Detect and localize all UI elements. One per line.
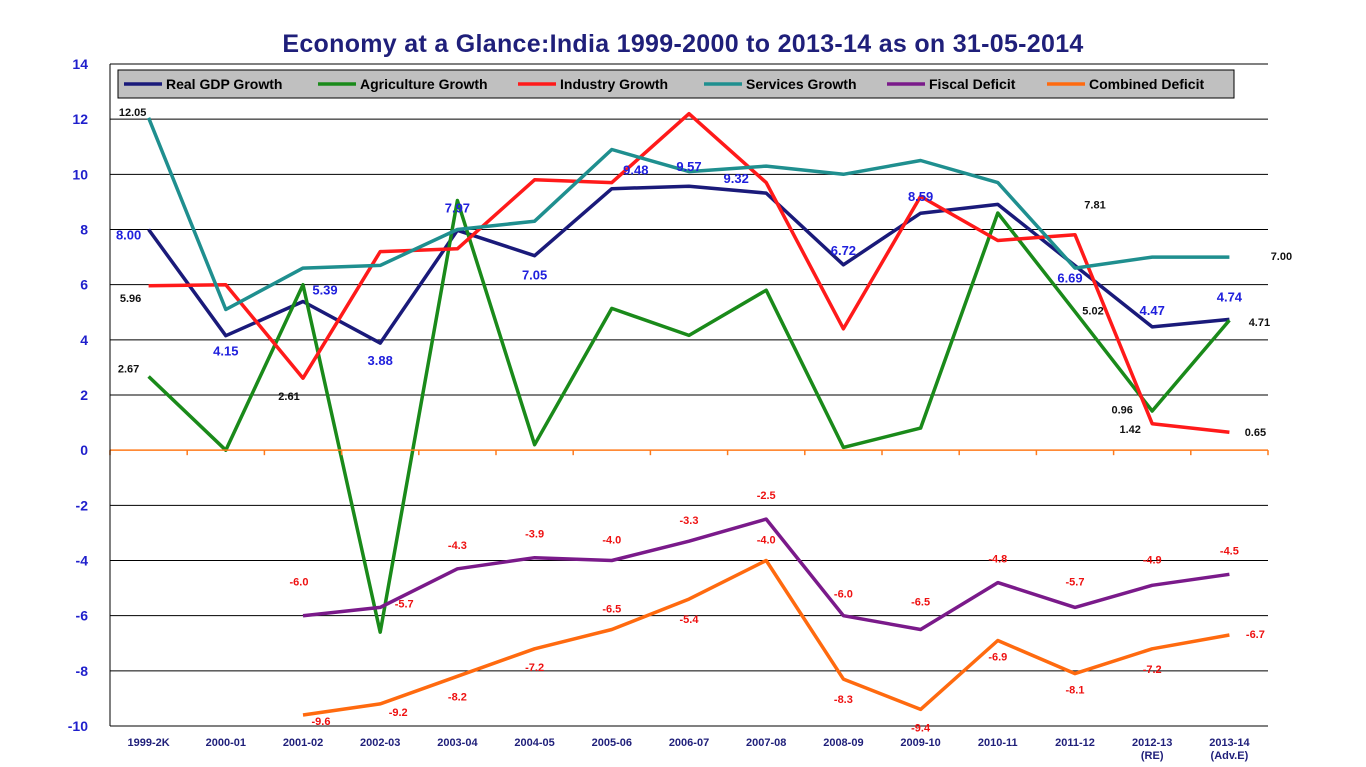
data-label-fiscal: -6.0 (290, 577, 309, 589)
data-label-combined: -8.1 (1066, 685, 1085, 697)
data-label-fiscal: -4.9 (1143, 554, 1162, 566)
data-label-ind: 7.81 (1084, 200, 1105, 212)
data-label-combined: -9.4 (911, 722, 931, 734)
data-label-combined: -8.2 (448, 691, 467, 703)
x-tick-label: 2010-11 (978, 737, 1018, 749)
legend-label-fiscal: Fiscal Deficit (929, 76, 1016, 92)
data-label-combined: -6.9 (988, 651, 1007, 663)
data-label-gdp: 7.97 (445, 200, 470, 215)
series-line-ind (148, 111, 1230, 434)
x-tick-label: 2005-06 (592, 737, 632, 749)
data-label-gdp: 6.69 (1057, 271, 1082, 286)
x-tick-label: 2008-09 (823, 737, 863, 749)
series-line-gdp (147, 184, 1230, 345)
legend-label-gdp: Real GDP Growth (166, 76, 282, 92)
data-label-gdp: 9.48 (623, 163, 648, 178)
series-line-agri (147, 198, 1231, 634)
data-label-fiscal: -4.0 (602, 535, 621, 547)
y-tick-label: 2 (80, 387, 88, 403)
data-label-combined: -7.2 (1143, 664, 1162, 676)
data-label-ind: 2.61 (278, 391, 299, 403)
x-tick-label: 2000-01 (206, 737, 246, 749)
y-tick-label: -10 (68, 718, 88, 734)
legend-label-serv: Services Growth (746, 76, 857, 92)
chart-title: Economy at a Glance:India 1999-2000 to 2… (282, 30, 1084, 58)
data-label-fiscal: -3.9 (525, 529, 544, 541)
x-tick-label: 2009-10 (900, 737, 940, 749)
x-tick-label: 2007-08 (746, 737, 786, 749)
y-tick-label: 6 (80, 277, 88, 293)
legend-label-ind: Industry Growth (560, 76, 668, 92)
data-label-fiscal: -4.8 (988, 554, 1007, 566)
data-label-combined: -4.0 (757, 535, 776, 547)
data-label-fiscal: -5.7 (1066, 576, 1085, 588)
y-tick-label: -2 (76, 497, 89, 513)
data-label-gdp: 4.74 (1217, 289, 1243, 304)
series-line-fiscal (302, 517, 1230, 632)
data-label-combined: -6.7 (1246, 629, 1265, 641)
y-tick-label: 8 (80, 222, 88, 238)
data-label-gdp: 8.00 (116, 228, 141, 243)
data-label-gdp: 4.47 (1140, 303, 1165, 318)
data-label-combined: -9.2 (389, 707, 408, 719)
x-tick-label: 2012-13 (RE) (1132, 737, 1172, 762)
data-label-serv: 7.00 (1271, 251, 1292, 263)
legend-label-combined: Combined Deficit (1089, 76, 1204, 92)
y-tick-label: 10 (72, 166, 88, 182)
data-label-gdp: 4.15 (213, 344, 238, 359)
y-tick-label: 4 (80, 332, 88, 348)
data-label-fiscal: -4.5 (1220, 545, 1239, 557)
x-tick-label: 2001-02 (283, 737, 323, 749)
data-label-agri: 2.67 (118, 364, 139, 376)
x-tick-label: 2002-03 (360, 737, 400, 749)
data-label-ind: 0.96 (1111, 405, 1132, 417)
x-tick-label: 2006-07 (669, 737, 709, 749)
data-label-agri: 5.02 (1082, 306, 1103, 318)
y-tick-label: 14 (72, 56, 88, 72)
data-label-serv: 12.05 (119, 107, 147, 119)
legend-label-agri: Agriculture Growth (360, 76, 488, 92)
data-label-combined: -8.3 (834, 694, 853, 706)
data-label-gdp: 9.57 (676, 159, 701, 174)
y-tick-label: -8 (76, 663, 89, 679)
y-tick-label: -6 (76, 608, 89, 624)
data-label-fiscal: -3.3 (680, 515, 699, 527)
data-label-gdp: 3.88 (368, 353, 393, 368)
data-label-combined: -9.6 (312, 716, 331, 728)
x-tick-label: 2003-04 (437, 737, 478, 749)
data-label-combined: -5.4 (680, 614, 700, 626)
data-label-fiscal: -2.5 (757, 490, 776, 502)
data-label-fiscal: -4.3 (448, 540, 467, 552)
x-tick-label: 2011-12 (1055, 737, 1095, 749)
y-tick-label: 0 (80, 442, 88, 458)
data-label-fiscal: -6.5 (911, 596, 930, 608)
data-label-combined: -6.5 (602, 603, 621, 615)
data-label-ind: 5.96 (120, 293, 141, 305)
data-label-fiscal: -5.7 (395, 598, 414, 610)
data-label-combined: -7.2 (525, 662, 544, 674)
data-label-agri: 4.71 (1249, 317, 1270, 329)
data-label-agri: 1.42 (1119, 424, 1140, 436)
series-line-combined (302, 558, 1230, 717)
data-label-gdp: 5.39 (312, 282, 337, 297)
y-tick-label: -4 (76, 553, 89, 569)
data-label-ind: 0.65 (1245, 427, 1266, 439)
x-tick-label: 1999-2K (127, 737, 169, 749)
data-label-gdp: 8.59 (908, 189, 933, 204)
series-line-serv (146, 117, 1230, 312)
data-label-fiscal: -6.0 (834, 589, 853, 601)
x-tick-label: 2013-14 (Adv.E) (1209, 737, 1250, 762)
x-tick-label: 2004-05 (514, 737, 554, 749)
data-label-gdp: 7.05 (522, 268, 547, 283)
y-tick-label: 12 (72, 111, 88, 127)
data-label-gdp: 6.72 (831, 243, 856, 258)
data-label-gdp: 9.32 (724, 171, 749, 186)
